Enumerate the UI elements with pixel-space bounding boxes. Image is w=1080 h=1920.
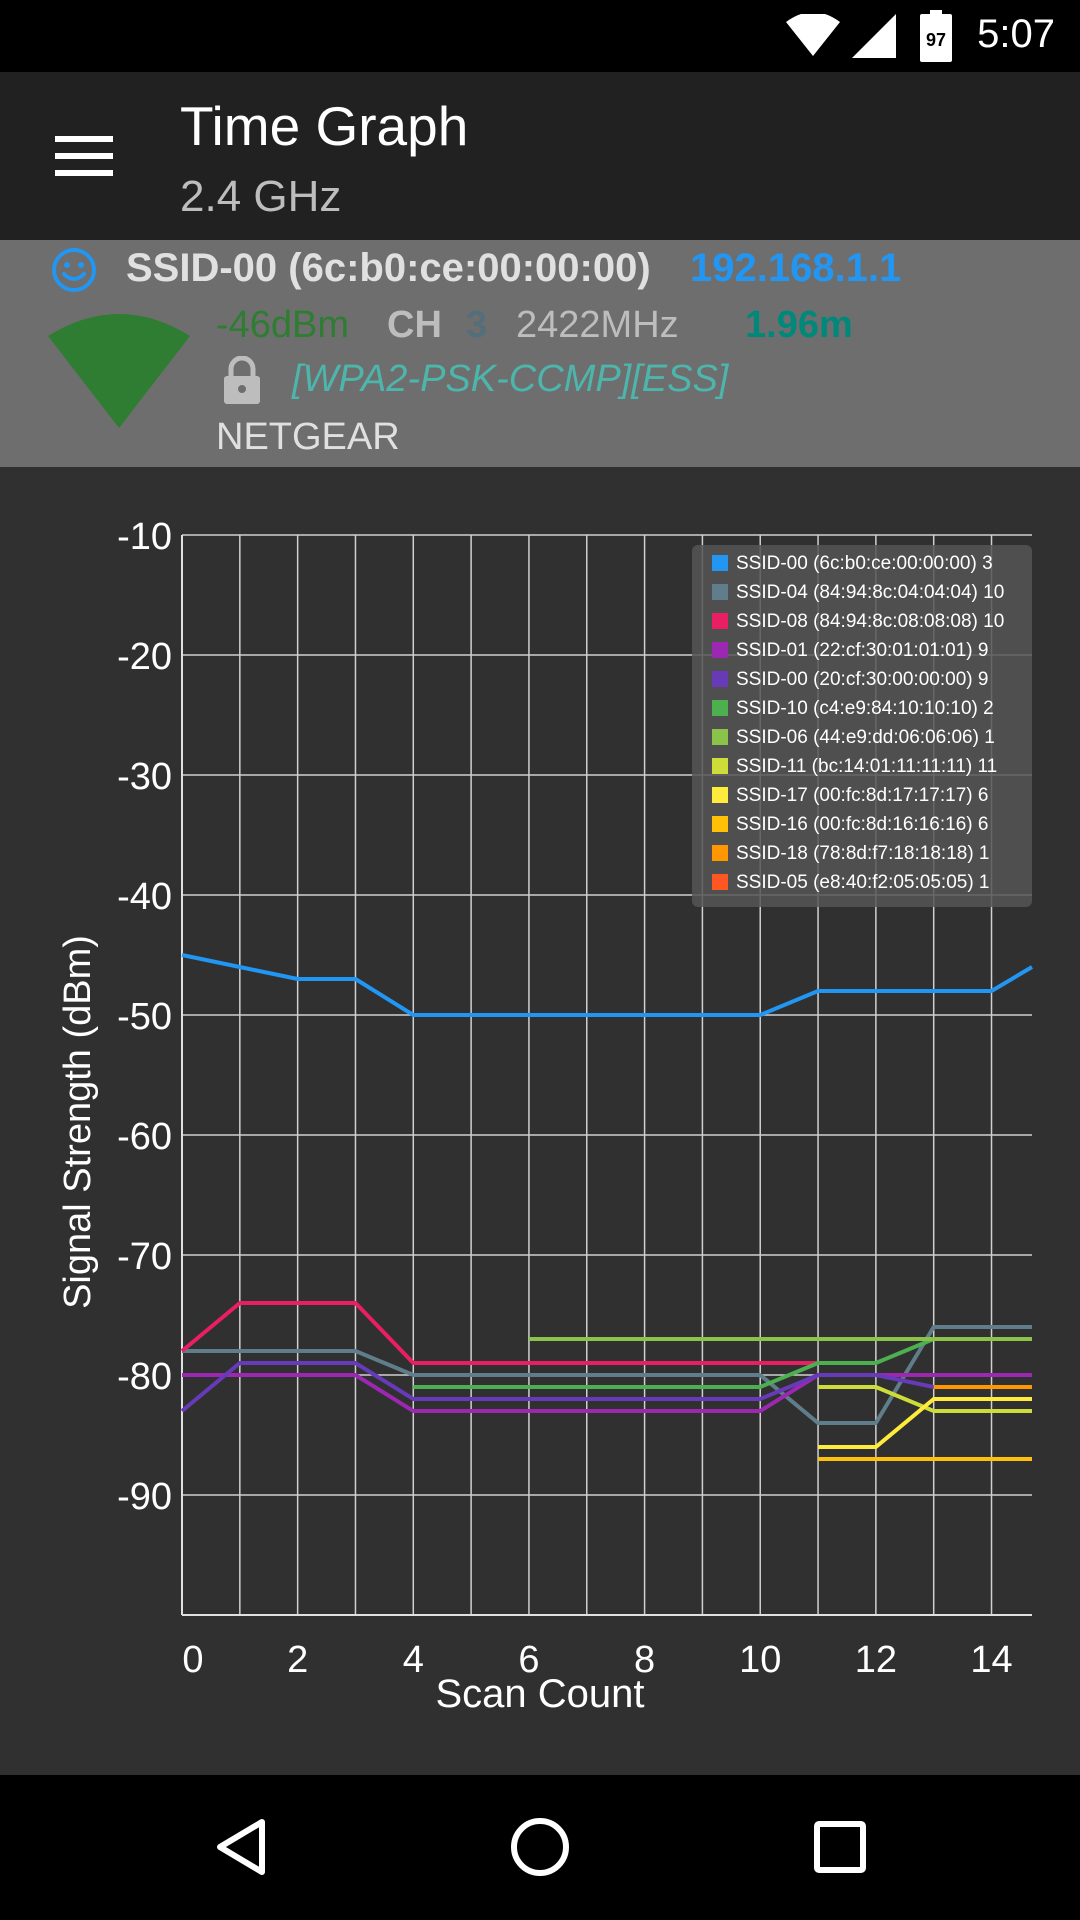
y-axis-ticks: -10 -20 -30 -40 -50 -60 -70 -80 -90 — [117, 516, 172, 1518]
cell-signal-icon — [852, 14, 896, 58]
distance: 1.96m — [745, 304, 853, 346]
x-axis-ticks: 0 2 4 6 8 10 12 14 — [182, 1639, 1012, 1681]
recents-icon — [814, 1821, 866, 1873]
legend-background — [692, 545, 1032, 907]
x-tick-label: 8 — [634, 1639, 655, 1681]
legend-label: SSID-05 (e8:40:f2:05:05:05) 1 — [736, 872, 990, 893]
x-tick-label: 12 — [855, 1639, 897, 1681]
menu-icon — [55, 136, 113, 176]
legend-swatch — [712, 874, 728, 890]
legend-swatch — [712, 758, 728, 774]
security-capabilities: [WPA2-PSK-CCMP][ESS] — [292, 358, 729, 400]
signal-strength-icon — [48, 314, 190, 428]
back-button[interactable] — [190, 1797, 290, 1897]
legend-swatch — [712, 845, 728, 861]
legend-swatch — [712, 671, 728, 687]
x-axis-label: Scan Count — [435, 1672, 644, 1716]
ip-address: 192.168.1.1 — [690, 246, 902, 290]
y-tick-label: -90 — [117, 1476, 172, 1518]
y-tick-label: -50 — [117, 996, 172, 1038]
x-tick-label: 0 — [182, 1639, 203, 1681]
page-subtitle: 2.4 GHz — [180, 172, 342, 221]
series-line — [818, 1397, 1032, 1449]
series-line — [180, 1301, 819, 1365]
legend-label: SSID-04 (84:94:8c:04:04:04) 10 — [736, 582, 1004, 603]
legend-label: SSID-18 (78:8d:f7:18:18:18) 1 — [736, 843, 990, 864]
legend-label: SSID-10 (c4:e9:84:10:10:10) 2 — [736, 698, 994, 719]
vendor-name: NETGEAR — [216, 416, 400, 458]
y-axis-label: Signal Strength (dBm) — [57, 935, 99, 1309]
signal-time-chart[interactable]: -10-20-30-40-50-60-70-80-90 0 2 4 6 8 10 12 14 … — [0, 467, 1080, 1775]
connection-panel[interactable]: SSID-00 (6c:b0:ce:00:00:00) 192.168.1.1 … — [0, 240, 1080, 467]
channel-number: 3 — [466, 304, 488, 346]
legend-swatch — [712, 700, 728, 716]
x-tick-label: 2 — [287, 1639, 308, 1681]
navigation-bar — [0, 1775, 1080, 1920]
y-tick-label: -30 — [117, 756, 172, 798]
legend-swatch — [712, 729, 728, 745]
x-tick-label: 6 — [518, 1639, 539, 1681]
home-button[interactable] — [490, 1797, 590, 1897]
legend-label: SSID-01 (22:cf:30:01:01:01) 9 — [736, 640, 988, 661]
recents-button[interactable] — [790, 1797, 890, 1897]
legend-label: SSID-06 (44:e9:dd:06:06:06) 1 — [736, 727, 995, 748]
wifi-icon — [786, 14, 840, 56]
legend-swatch — [712, 555, 728, 571]
app-bar: Time Graph 2.4 GHz — [0, 72, 1080, 240]
legend-label: SSID-17 (00:fc:8d:17:17:17) 6 — [736, 785, 988, 806]
y-tick-label: -70 — [117, 1236, 172, 1278]
back-icon — [217, 1819, 265, 1875]
time-graph[interactable]: -10 -20 -30 -40 -50 -60 -70 -80 -90 0 2 4 6 8 10 12 14 … — [0, 467, 1080, 1775]
legend-label: SSID-11 (bc:14:01:11:11:11) 11 — [736, 756, 997, 777]
legend-label: SSID-16 (00:fc:8d:16:16:16) 6 — [736, 814, 988, 835]
y-tick-label: -10 — [117, 516, 172, 558]
status-bar: 97 5:07 — [0, 0, 1080, 72]
battery-level: 97 — [926, 30, 946, 50]
legend-swatch — [712, 584, 728, 600]
chart-series — [180, 953, 1034, 1461]
legend-label: SSID-08 (84:94:8c:08:08:08) 10 — [736, 611, 1004, 632]
x-tick-label: 14 — [970, 1639, 1012, 1681]
x-tick-label: 10 — [739, 1639, 781, 1681]
y-tick-label: -80 — [117, 1356, 172, 1398]
legend-swatch — [712, 613, 728, 629]
frequency: 2422MHz — [516, 304, 679, 346]
series-line — [182, 1373, 1032, 1413]
lock-icon — [224, 356, 260, 404]
y-tick-label: -60 — [117, 1116, 172, 1158]
signal-level: -46dBm — [216, 304, 350, 346]
legend-swatch — [712, 787, 728, 803]
series-line — [180, 1361, 1032, 1413]
battery-icon: 97 — [920, 10, 952, 62]
legend-label: SSID-00 (6c:b0:ce:00:00:00) 3 — [736, 553, 993, 574]
page-title: Time Graph — [180, 95, 469, 157]
series-line — [818, 1385, 1032, 1413]
status-time: 5:07 — [977, 12, 1055, 56]
channel-label: CH — [387, 304, 442, 346]
legend-swatch — [712, 642, 728, 658]
y-tick-label: -20 — [117, 636, 172, 678]
menu-button[interactable] — [40, 112, 128, 200]
legend-label: SSID-00 (20:cf:30:00:00:00) 9 — [736, 669, 988, 690]
y-tick-label: -40 — [117, 876, 172, 918]
legend-swatch — [712, 816, 728, 832]
home-icon — [511, 1818, 569, 1876]
smiley-icon — [52, 248, 96, 292]
ssid-label: SSID-00 (6c:b0:ce:00:00:00) — [126, 246, 651, 290]
x-tick-label: 4 — [403, 1639, 424, 1681]
chart-legend: SSID-00 (6c:b0:ce:00:00:00) 3 SSID-04 (84… — [692, 545, 1032, 907]
series-line — [181, 953, 1034, 1017]
